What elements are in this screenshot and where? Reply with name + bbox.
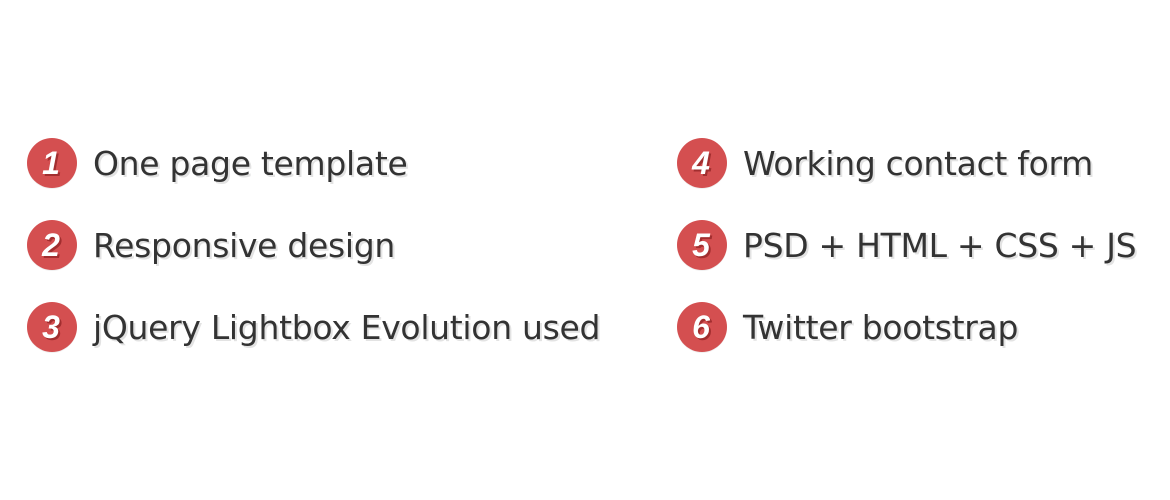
badge-number: 4 (692, 145, 710, 181)
feature-label: Working contact form (743, 143, 1094, 183)
feature-item-contact-form: 4 Working contact form (677, 136, 1136, 190)
feature-item-psd-html-css-js: 5 PSD + HTML + CSS + JS (677, 218, 1137, 272)
feature-item-twitter-bootstrap: 6 Twitter bootstrap (677, 300, 1136, 354)
feature-label: One page template (93, 143, 408, 183)
number-badge: 5 (677, 220, 727, 270)
badge-number: 3 (42, 309, 60, 345)
feature-label: Responsive design (93, 225, 396, 265)
badge-number: 6 (692, 309, 710, 345)
feature-column-right: 4 Working contact form 5 PSD + HTML + CS… (677, 136, 1137, 382)
badge-number: 1 (42, 145, 60, 181)
number-badge: 2 (27, 220, 77, 270)
number-badge: 1 (27, 138, 77, 188)
feature-label: jQuery Lightbox Evolution used (93, 307, 601, 347)
feature-label: Twitter bootstrap (743, 307, 1019, 347)
feature-item-responsive-design: 2 Responsive design (27, 218, 600, 272)
feature-column-left: 1 One page template 2 Responsive design … (27, 136, 600, 382)
feature-item-one-page-template: 1 One page template (27, 136, 600, 190)
badge-number: 5 (692, 227, 710, 263)
feature-label: PSD + HTML + CSS + JS (743, 225, 1137, 265)
badge-number: 2 (42, 227, 60, 263)
number-badge: 4 (677, 138, 727, 188)
feature-item-lightbox: 3 jQuery Lightbox Evolution used (27, 300, 600, 354)
number-badge: 6 (677, 302, 727, 352)
number-badge: 3 (27, 302, 77, 352)
